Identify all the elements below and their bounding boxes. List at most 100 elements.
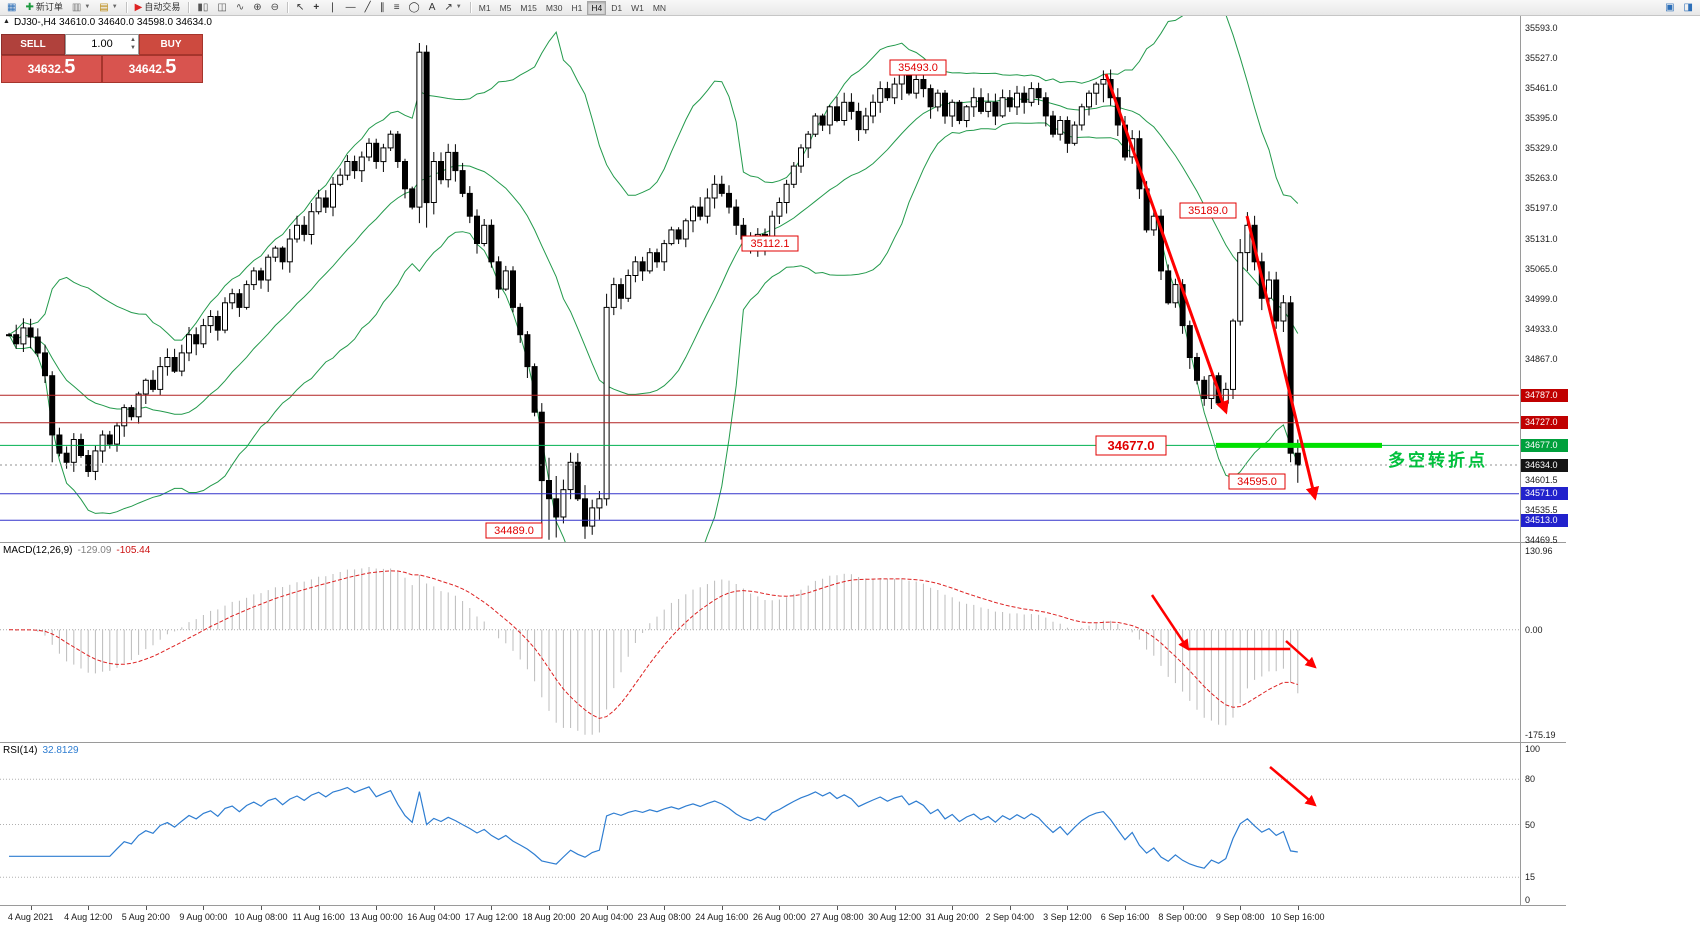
charts-menu-button[interactable]: ▥ ▼ bbox=[68, 0, 94, 15]
ellipse-icon: ◯ bbox=[408, 1, 420, 13]
line-chart-icon: ∿ bbox=[235, 1, 245, 13]
time-label: 2 Sep 04:00 bbox=[985, 912, 1035, 922]
rsi-value: 32.8129 bbox=[42, 745, 79, 756]
chart-window-icon[interactable]: ▦ bbox=[3, 0, 20, 15]
price-axis-border bbox=[1520, 16, 1521, 905]
macd-canvas[interactable] bbox=[0, 543, 1520, 742]
rsi-canvas[interactable] bbox=[0, 743, 1520, 905]
timeframe-m15[interactable]: M15 bbox=[520, 2, 537, 13]
ohlc-readout: DJ30-,H4 34610.0 34640.0 34598.0 34634.0 bbox=[14, 17, 212, 28]
time-tick bbox=[606, 906, 608, 910]
timeframe-m1[interactable]: M1 bbox=[478, 2, 491, 13]
time-tick bbox=[1009, 906, 1011, 910]
price-marker: 34727.0 bbox=[1521, 416, 1568, 429]
price-axis[interactable]: 35593.0 35527.0 35461.0 35395.0 35329.0 35263… bbox=[1521, 16, 1699, 905]
price-marker: 34571.0 bbox=[1521, 487, 1568, 500]
vertical-line-button[interactable]: ❘ bbox=[324, 0, 340, 15]
toolbar-separator bbox=[287, 2, 289, 13]
price-marker: 34634.0 bbox=[1521, 459, 1568, 472]
buy-price-pip: 5 bbox=[165, 56, 177, 78]
timeframe-h1[interactable]: H1 bbox=[571, 2, 583, 13]
channel-icon: ∥ bbox=[379, 1, 385, 13]
volume-spinner-icon[interactable]: ▲ ▼ bbox=[130, 37, 136, 51]
trendline-button[interactable]: ╱ bbox=[361, 0, 375, 15]
macd-signal-value: -105.44 bbox=[116, 545, 151, 556]
time-label: 23 Aug 08:00 bbox=[637, 912, 691, 922]
candlestick-chart-button[interactable]: ◫ bbox=[213, 0, 230, 15]
macd-name: MACD(12,26,9) bbox=[3, 545, 73, 556]
chevron-down-icon: ▼ bbox=[84, 4, 91, 10]
time-label: 10 Sep 16:00 bbox=[1271, 912, 1325, 922]
svg-text:35189.0: 35189.0 bbox=[1188, 205, 1228, 217]
timeframe-m5[interactable]: M5 bbox=[499, 2, 512, 13]
ellipse-button[interactable]: ◯ bbox=[405, 0, 424, 15]
bar-chart-button[interactable]: ▮▯ bbox=[193, 0, 212, 15]
price-marker: 34677.0 bbox=[1521, 439, 1568, 452]
time-tick bbox=[203, 906, 205, 910]
sell-price-box[interactable]: 34632. 5 bbox=[1, 55, 102, 83]
time-tick bbox=[376, 906, 378, 910]
time-tick bbox=[549, 906, 550, 910]
sell-button[interactable]: SELL bbox=[1, 34, 65, 55]
text-tool-button[interactable]: A bbox=[425, 0, 440, 15]
horizontal-line-button[interactable]: — bbox=[342, 0, 360, 15]
arrows-tool-button[interactable]: ↗ ▼ bbox=[440, 0, 465, 15]
time-tick bbox=[952, 906, 954, 910]
price-tick: 35461.0 bbox=[1525, 83, 1558, 93]
play-icon: ▶ bbox=[134, 1, 143, 13]
time-label: 4 Aug 2021 bbox=[7, 912, 54, 922]
rsi-axis-tick: 50 bbox=[1525, 820, 1536, 830]
time-label: 5 Aug 20:00 bbox=[121, 912, 170, 922]
timeframe-m30[interactable]: M30 bbox=[545, 2, 563, 13]
zoom-out-button[interactable]: ⊖ bbox=[267, 0, 283, 15]
profiles-button[interactable]: ▤ ▼ bbox=[95, 0, 121, 15]
timeframe-mn[interactable]: MN bbox=[652, 2, 667, 13]
time-tick bbox=[491, 906, 493, 910]
fibonacci-icon: ≡ bbox=[393, 1, 400, 13]
cursor-button[interactable]: ↖ bbox=[292, 0, 308, 15]
time-label: 9 Aug 00:00 bbox=[179, 912, 228, 922]
rsi-axis-tick: 80 bbox=[1525, 774, 1536, 784]
crosshair-button[interactable]: + bbox=[309, 0, 323, 15]
chevron-down-icon: ▼ bbox=[455, 4, 462, 10]
price-tick: 35527.0 bbox=[1525, 53, 1558, 63]
timeframe-d1[interactable]: D1 bbox=[611, 2, 623, 13]
layouts-icon: ◨ bbox=[1683, 1, 1693, 13]
time-label: 27 Aug 08:00 bbox=[810, 912, 864, 922]
fibonacci-button[interactable]: ≡ bbox=[390, 0, 404, 15]
channel-button[interactable]: ∥ bbox=[376, 0, 389, 15]
toolbar-separator bbox=[188, 2, 190, 13]
panel-separator[interactable] bbox=[0, 742, 1566, 743]
buy-button[interactable]: BUY bbox=[139, 34, 203, 55]
price-tick: 34601.5 bbox=[1525, 475, 1558, 485]
zoom-in-button[interactable]: ⊕ bbox=[249, 0, 265, 15]
trade-panel-collapse[interactable]: ▲ bbox=[3, 18, 10, 25]
price-tick: 35593.0 bbox=[1525, 23, 1558, 33]
price-chart-canvas[interactable]: 35493.0 35189.0 35112.1 34677.0 34595.0 34489… bbox=[0, 16, 1520, 542]
arrow-tool-icon: ↗ bbox=[444, 1, 453, 13]
new-order-button[interactable]: ✚ 新订单 bbox=[21, 0, 66, 15]
rsi-axis-tick: 15 bbox=[1525, 872, 1536, 882]
volume-input[interactable]: 1.00 ▲ ▼ bbox=[65, 34, 139, 55]
buy-price-box[interactable]: 34642. 5 bbox=[102, 55, 203, 83]
main-toolbar: ▦ ✚ 新订单 ▥ ▼ ▤ ▼ ▶ 自动交易 ▮▯ ◫ ∿ ⊕ ⊖ ↖ + ❘ — … bbox=[0, 0, 1700, 16]
panel-separator[interactable] bbox=[0, 542, 1566, 543]
sell-label: SELL bbox=[20, 39, 46, 50]
candlestick-icon: ◫ bbox=[217, 1, 227, 13]
time-label: 11 Aug 16:00 bbox=[292, 912, 345, 922]
price-tick: 35065.0 bbox=[1525, 264, 1558, 274]
auto-trading-button[interactable]: ▶ 自动交易 bbox=[131, 0, 185, 15]
time-label: 16 Aug 04:00 bbox=[407, 912, 461, 922]
indicators-button[interactable]: ▣ bbox=[1661, 0, 1678, 15]
timeframe-group: M1 M5 M15 M30 H1 H4 D1 W1 MN bbox=[475, 0, 670, 15]
time-axis[interactable]: 4 Aug 2021 4 Aug 12:00 5 Aug 20:00 9 Aug 00… bbox=[0, 906, 1700, 937]
time-label: 9 Sep 08:00 bbox=[1215, 912, 1265, 922]
timeframe-h4[interactable]: H4 bbox=[587, 0, 607, 15]
line-chart-button[interactable]: ∿ bbox=[232, 0, 248, 15]
time-label: 17 Aug 12:00 bbox=[464, 912, 518, 922]
timeframe-w1[interactable]: W1 bbox=[631, 2, 644, 13]
macd-axis-tick: -175.19 bbox=[1525, 730, 1556, 740]
layouts-button[interactable]: ◨ bbox=[1680, 0, 1697, 15]
plus-icon: ✚ bbox=[25, 1, 34, 13]
